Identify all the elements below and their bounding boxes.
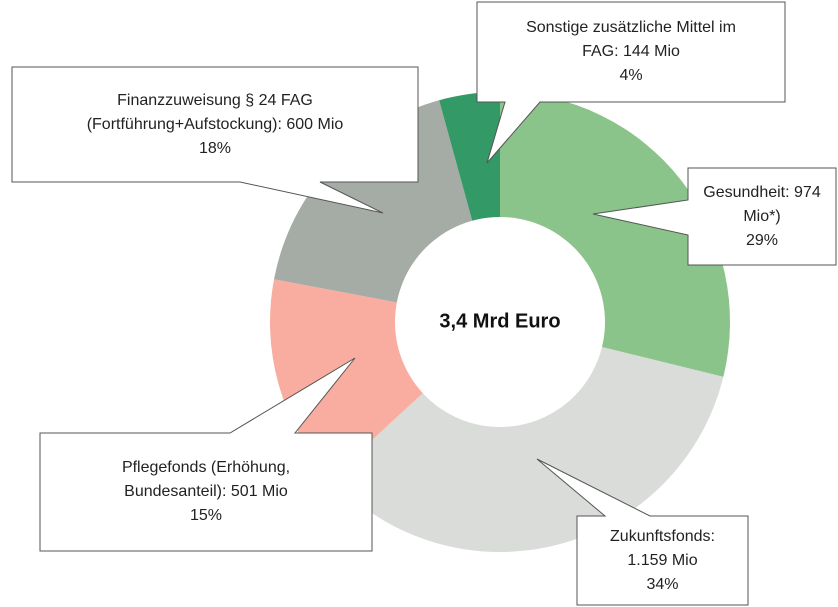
label-text: Zukunftsfonds: 1.159 Mio 34% <box>593 525 733 597</box>
label-text: Sonstige zusätzliche Mittel im FAG: 144 … <box>521 16 741 88</box>
percent-label: 29% <box>745 231 779 249</box>
callout <box>536 458 749 606</box>
category-label: Finanzzuweisung § 24 FAG (Fortführung+Au… <box>86 91 313 133</box>
category-label: Gesundheit: <box>703 183 790 201</box>
value-label: 1.159 Mio <box>627 551 698 569</box>
callout-label: Pflegefonds (Erhöhung, Bundesanteil): 50… <box>40 433 372 551</box>
callout-label: Finanzzuweisung § 24 FAG (Fortführung+Au… <box>12 67 418 182</box>
percent-label: 18% <box>198 139 232 157</box>
callout-label: Sonstige zusätzliche Mittel im FAG: 144 … <box>477 2 785 102</box>
callout <box>39 357 373 552</box>
callout <box>476 1 786 164</box>
percent-label: 15% <box>189 507 223 524</box>
value-label: 144 Mio <box>622 43 680 60</box>
callout <box>592 167 837 266</box>
callout <box>11 66 419 214</box>
category-label: Pflegefonds (Erhöhung, Bundesanteil): <box>121 459 291 500</box>
label-text: Pflegefonds (Erhöhung, Bundesanteil): 50… <box>86 456 326 528</box>
percent-label: 34% <box>646 575 679 593</box>
label-text: Finanzzuweisung § 24 FAG (Fortführung+Au… <box>25 89 405 161</box>
label-text: Gesundheit: 974 Mio*) 29% <box>702 181 822 253</box>
callout-label: Gesundheit: 974 Mio*) 29% <box>688 168 836 265</box>
category-label: Sonstige zusätzliche Mittel im FAG: <box>526 19 736 60</box>
center-label: 3,4 Mrd Euro <box>439 310 560 332</box>
value-label: 974 Mio*) <box>743 183 821 225</box>
donut-hole <box>395 217 605 427</box>
value-label: 501 Mio <box>230 483 288 500</box>
value-label: 600 Mio <box>286 115 344 133</box>
slice <box>330 322 724 552</box>
percent-label: 4% <box>619 67 643 84</box>
category-label: Zukunftsfonds: <box>610 527 715 545</box>
callout-label: Zukunftsfonds: 1.159 Mio 34% <box>577 516 748 605</box>
